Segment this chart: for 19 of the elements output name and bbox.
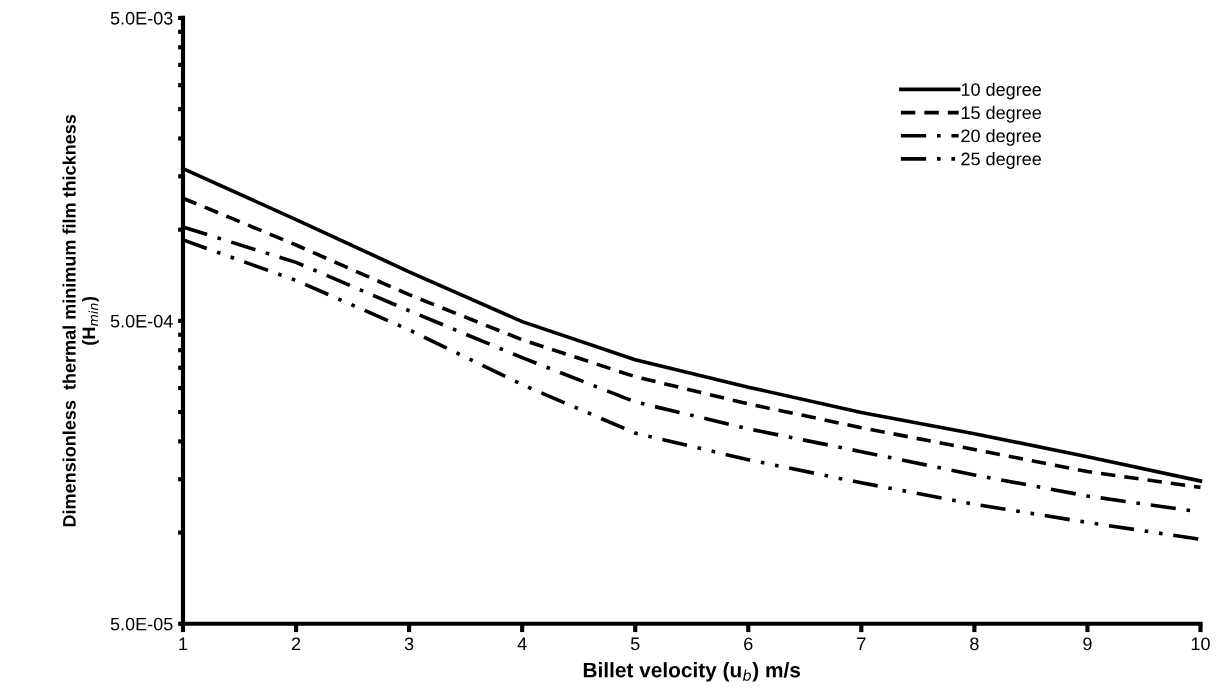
x-tick-label: 7: [857, 637, 866, 651]
y-tick-label: 5.0E-04: [110, 314, 173, 328]
y-tick-label: 5.0E-03: [110, 11, 173, 25]
x-tick-label: 9: [1083, 637, 1092, 651]
legend-label: 10 degree: [961, 82, 1041, 100]
x-tick-label: 1: [179, 637, 188, 651]
x-tick-label: 10: [1191, 637, 1210, 651]
x-tick-label: 4: [517, 637, 527, 651]
x-axis-title: Billet velocity (u$_{b}$) m/s: [583, 662, 801, 682]
legend-label: 25 degree: [961, 152, 1041, 169]
y-tick-label: 5.0E-05: [110, 617, 173, 631]
x-tick-label: 3: [404, 637, 414, 651]
x-tick-label: 2: [291, 637, 301, 651]
x-tick-label: 5: [630, 637, 640, 651]
legend-label: 15 degree: [961, 105, 1041, 123]
x-tick-label: 6: [744, 637, 753, 651]
legend-label: 20 degree: [961, 128, 1041, 146]
x-tick-label: 8: [970, 637, 979, 651]
y-axis-title: Dimensionless thermal minimum film thickness (H$_{min}$): [62, 114, 99, 527]
